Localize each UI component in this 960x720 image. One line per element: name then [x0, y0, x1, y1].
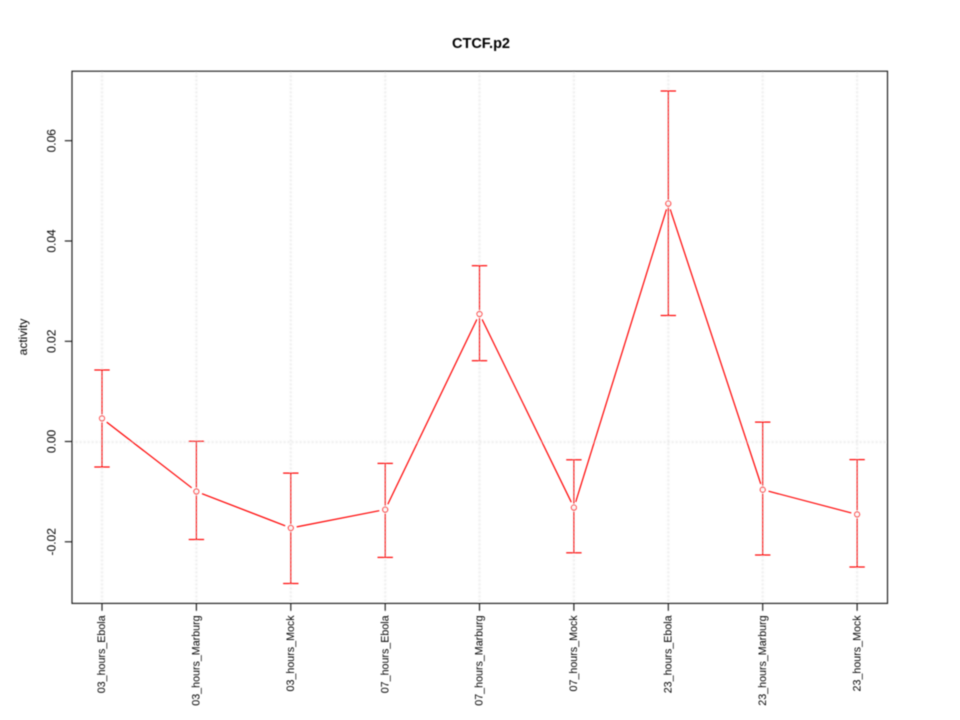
svg-text:03_hours_Ebola: 03_hours_Ebola — [96, 615, 108, 693]
svg-text:07_hours_Marburg: 07_hours_Marburg — [474, 615, 486, 705]
svg-text:0.00: 0.00 — [45, 429, 59, 453]
svg-text:23_hours_Ebola: 23_hours_Ebola — [663, 615, 675, 693]
svg-text:07_hours_Mock: 07_hours_Mock — [568, 615, 580, 692]
svg-text:23_hours_Mock: 23_hours_Mock — [851, 615, 863, 692]
svg-text:0.02: 0.02 — [45, 329, 59, 353]
svg-text:0.06: 0.06 — [45, 129, 59, 153]
svg-text:23_hours_Marburg: 23_hours_Marburg — [757, 615, 769, 705]
svg-text:07_hours_Ebola: 07_hours_Ebola — [379, 615, 391, 693]
svg-text:03_hours_Mock: 03_hours_Mock — [285, 615, 297, 692]
svg-text:CTCF.p2: CTCF.p2 — [452, 36, 510, 52]
svg-text:03_hours_Marburg: 03_hours_Marburg — [191, 615, 203, 705]
svg-text:-0.02: -0.02 — [45, 528, 59, 556]
svg-text:0.04: 0.04 — [45, 229, 59, 253]
svg-text:activity: activity — [16, 319, 30, 356]
